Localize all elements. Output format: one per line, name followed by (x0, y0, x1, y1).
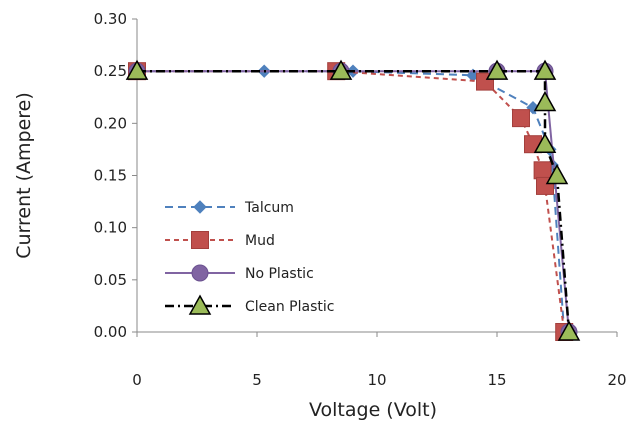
y-tick-label: 0.20 (94, 114, 127, 132)
legend-label: Talcum (244, 200, 294, 216)
y-axis-title: Current (Ampere) (13, 92, 35, 259)
y-tick-label: 0.15 (94, 167, 127, 185)
y-tick-label: 0.30 (94, 10, 127, 28)
legend-marker (191, 231, 209, 249)
series-no-plastic (128, 62, 578, 341)
legend-label: No Plastic (245, 266, 314, 282)
data-point (557, 320, 581, 341)
x-tick-label: 20 (607, 371, 626, 389)
data-point (533, 90, 557, 112)
legend-marker (193, 200, 207, 214)
legend-entry: No Plastic (165, 264, 314, 282)
data-point (329, 59, 353, 80)
legend-entry: Clean Plastic (165, 294, 334, 315)
data-point (533, 132, 557, 153)
x-tick-label: 10 (367, 371, 386, 389)
series-talcum (130, 64, 571, 339)
y-tick-label: 0.00 (94, 323, 127, 341)
data-point (512, 109, 530, 128)
data-point (125, 59, 149, 80)
series-mud (128, 62, 574, 341)
legend-label: Mud (245, 233, 275, 249)
data-point (533, 161, 552, 180)
legend-entry: Mud (165, 231, 275, 249)
legend-label: Clean Plastic (245, 299, 334, 315)
x-tick-label: 5 (252, 371, 262, 389)
data-point (533, 59, 557, 80)
legend: Talcum Mud No Plastic Clean Plastic (165, 200, 334, 315)
x-axis-title: Voltage (Volt) (309, 399, 437, 421)
series-line (137, 70, 570, 333)
legend-marker (188, 294, 212, 315)
series-line (137, 69, 571, 333)
series-layer (125, 59, 581, 341)
y-tick-label: 0.25 (94, 62, 127, 80)
y-tick-label: 0.05 (94, 271, 127, 289)
legend-entry: Talcum (165, 200, 294, 216)
y-tick-label: 0.10 (94, 219, 127, 237)
legend-marker (191, 264, 209, 282)
data-point (545, 163, 569, 185)
x-tick-label: 0 (132, 371, 142, 389)
axes: 0.00 0.05 0.10 0.15 0.20 0.25 0.30 0 5 10 15 20 (94, 10, 627, 389)
data-point (485, 59, 509, 80)
series-clean-plastic (125, 59, 581, 341)
x-tick-label: 15 (487, 371, 506, 389)
